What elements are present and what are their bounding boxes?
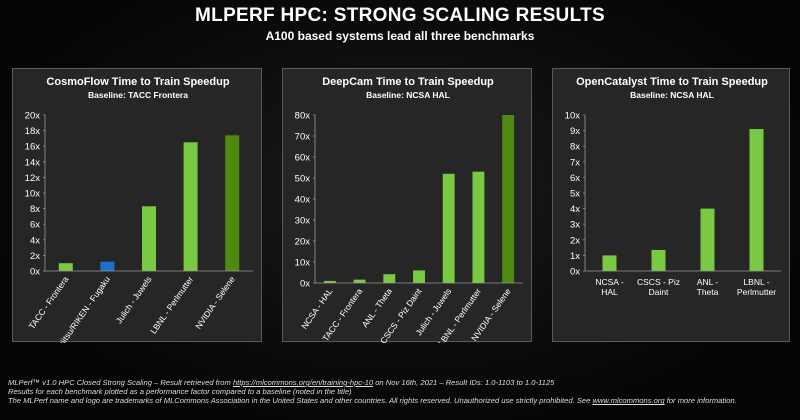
y-tick-label: 80x	[295, 111, 311, 122]
chart: OpenCatalyst Time to Train Speedup Baseli…	[565, 76, 781, 278]
y-tick-label: 0x	[300, 279, 310, 290]
y-tick-label: 4x	[570, 204, 580, 215]
x-tick-label: CSCS - Piz Daint	[637, 277, 680, 297]
x-tick-label: Julich - Juwels	[114, 274, 154, 325]
y-tick-label: 6x	[30, 220, 40, 231]
y-tick-label: 10x	[565, 111, 581, 122]
bar	[383, 274, 396, 283]
y-tick-label: 10x	[295, 258, 311, 269]
bar	[142, 206, 156, 271]
chart-title: OpenCatalyst Time to Train Speedup	[576, 76, 768, 88]
y-tick-label: 6x	[570, 173, 580, 184]
chart: DeepCam Time to Train Speedup Baseline: N…	[295, 76, 523, 343]
bar	[700, 208, 715, 271]
y-tick-label: 3x	[570, 220, 580, 231]
y-tick-label: 20x	[25, 111, 41, 122]
y-tick-label: 8x	[570, 142, 580, 153]
y-tick-label: 1x	[570, 251, 580, 262]
bar	[602, 255, 617, 271]
bar	[472, 171, 485, 283]
y-tick-label: 9x	[570, 126, 580, 137]
y-tick-label: 50x	[295, 174, 311, 185]
y-tick-label: 4x	[30, 235, 40, 246]
footnote-text: MLPerf™ v1.0 HPC Closed Strong Scaling –…	[8, 378, 233, 387]
chart-panel: CosmoFlow Time to Train Speedup Baseline:…	[12, 68, 262, 343]
x-tick-label: NCSA - HAL	[595, 277, 624, 297]
y-tick-label: 5x	[570, 189, 580, 200]
y-tick-label: 0x	[30, 267, 40, 278]
x-tick-label: LBNL - Perlmutter	[148, 274, 195, 335]
chart-subtitle: Baseline: NCSA HAL	[630, 90, 714, 100]
bar	[100, 261, 115, 271]
y-tick-label: 2x	[30, 251, 40, 262]
chart-panel: OpenCatalyst Time to Train Speedup Baseli…	[552, 68, 790, 342]
y-tick-label: 7x	[570, 157, 580, 168]
chart: CosmoFlow Time to Train Speedup Baseline:…	[25, 76, 253, 343]
y-tick-label: 70x	[295, 132, 311, 143]
bar	[353, 279, 366, 283]
x-tick-label: ANL - Theta	[696, 277, 719, 297]
footnote: MLPerf™ v1.0 HPC Closed Strong Scaling –…	[8, 378, 798, 387]
y-tick-label: 40x	[295, 195, 311, 206]
chart-title: CosmoFlow Time to Train Speedup	[46, 76, 229, 88]
footnote-text: on Nov 16th, 2021 – Result IDs: 1.0-1103…	[373, 378, 555, 387]
footnote: Results for each benchmark plotted as a …	[8, 387, 798, 396]
y-tick-label: 14x	[25, 157, 41, 168]
footnotes: MLPerf™ v1.0 HPC Closed Strong Scaling –…	[8, 378, 798, 406]
x-tick-label: NVIDIA - Selene	[193, 274, 237, 331]
footnote-text: Results for each benchmark plotted as a …	[8, 387, 352, 397]
footnote-text: for more information.	[664, 396, 737, 406]
bar	[413, 270, 425, 283]
slide-title: MLPERF HPC: STRONG SCALING RESULTS	[195, 5, 605, 26]
y-tick-label: 60x	[295, 153, 311, 164]
y-tick-label: 18x	[25, 126, 41, 137]
y-tick-label: 0x	[570, 267, 580, 278]
chart-panel: DeepCam Time to Train Speedup Baseline: N…	[282, 68, 532, 343]
y-tick-label: 10x	[25, 189, 41, 200]
footnote-link[interactable]: https://mlcommons.org/en/training-hpc-10	[232, 378, 374, 387]
y-tick-label: 8x	[30, 204, 40, 215]
bar	[749, 129, 764, 271]
bar	[442, 173, 455, 283]
y-tick-label: 2x	[570, 235, 580, 246]
x-tick-label: TACC - Frontera	[27, 274, 71, 331]
footnote: The MLPerf name and logo are trademarks …	[8, 396, 798, 405]
x-tick-label: LBNL - Perlmutter	[736, 277, 777, 297]
bar	[651, 249, 666, 271]
y-tick-label: 12x	[25, 173, 41, 184]
y-tick-label: 30x	[295, 216, 311, 227]
footnote-link[interactable]: www.mlcommons.org	[592, 396, 665, 406]
bar	[183, 142, 198, 271]
chart-subtitle: Baseline: TACC Frontera	[88, 90, 188, 100]
bar	[502, 115, 515, 283]
chart-subtitle: Baseline: NCSA HAL	[366, 90, 450, 100]
slide-subtitle: A100 based systems lead all three benchm…	[265, 29, 535, 43]
y-tick-label: 20x	[295, 237, 311, 248]
bar	[58, 263, 73, 271]
bar	[323, 280, 336, 283]
footnote-text: The MLPerf name and logo are trademarks …	[8, 396, 593, 406]
bar	[225, 135, 240, 271]
y-tick-label: 16x	[25, 142, 41, 153]
chart-title: DeepCam Time to Train Speedup	[322, 76, 494, 88]
